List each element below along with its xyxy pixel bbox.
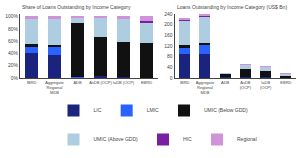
svg-text:UMIC (Above GDD): UMIC (Above GDD) <box>94 136 139 142</box>
svg-text:IBRD: IBRD <box>27 80 37 85</box>
svg-text:160: 160 <box>164 32 173 38</box>
svg-text:60%: 60% <box>8 38 19 44</box>
svg-text:IaDB(OCP): IaDB(OCP) <box>260 80 272 90</box>
svg-text:EBRD: EBRD <box>280 80 291 85</box>
svg-text:0%: 0% <box>11 75 19 81</box>
svg-text:100%: 100% <box>5 13 18 19</box>
svg-text:40: 40 <box>167 64 173 70</box>
svg-text:AggregateRegionalMDB: AggregateRegionalMDB <box>196 80 215 95</box>
svg-text:HIC: HIC <box>183 136 192 142</box>
svg-text:IBRD: IBRD <box>180 80 190 85</box>
svg-text:80%: 80% <box>8 26 19 32</box>
svg-text:Loans Outstanding by Income Ca: Loans Outstanding by Income Category (US… <box>177 4 287 10</box>
svg-text:240: 240 <box>164 11 173 17</box>
svg-text:EBRD: EBRD <box>141 80 152 85</box>
svg-text:AggregateRegionalMDB: AggregateRegionalMDB <box>45 80 64 95</box>
svg-text:200: 200 <box>164 21 173 27</box>
svg-text:LMIC: LMIC <box>147 107 159 113</box>
svg-text:UMIC (Below GDD): UMIC (Below GDD) <box>204 107 248 113</box>
svg-text:20%: 20% <box>8 62 19 68</box>
svg-text:120: 120 <box>164 43 173 49</box>
svg-text:80: 80 <box>167 53 173 59</box>
svg-text:40%: 40% <box>8 50 19 56</box>
svg-text:AsDB(OCP): AsDB(OCP) <box>240 80 252 90</box>
svg-text:Regional: Regional <box>237 136 257 142</box>
svg-text:ADB: ADB <box>221 80 230 85</box>
svg-text:Share of Loans Outstanding by: Share of Loans Outstanding by Income Cat… <box>22 4 131 10</box>
svg-text:IaDB (OCP): IaDB (OCP) <box>113 80 135 85</box>
svg-text:AsDB (OCP): AsDB (OCP) <box>89 80 112 85</box>
svg-text:0: 0 <box>170 75 173 81</box>
svg-text:LIC: LIC <box>94 107 102 113</box>
svg-text:ADB: ADB <box>73 80 82 85</box>
